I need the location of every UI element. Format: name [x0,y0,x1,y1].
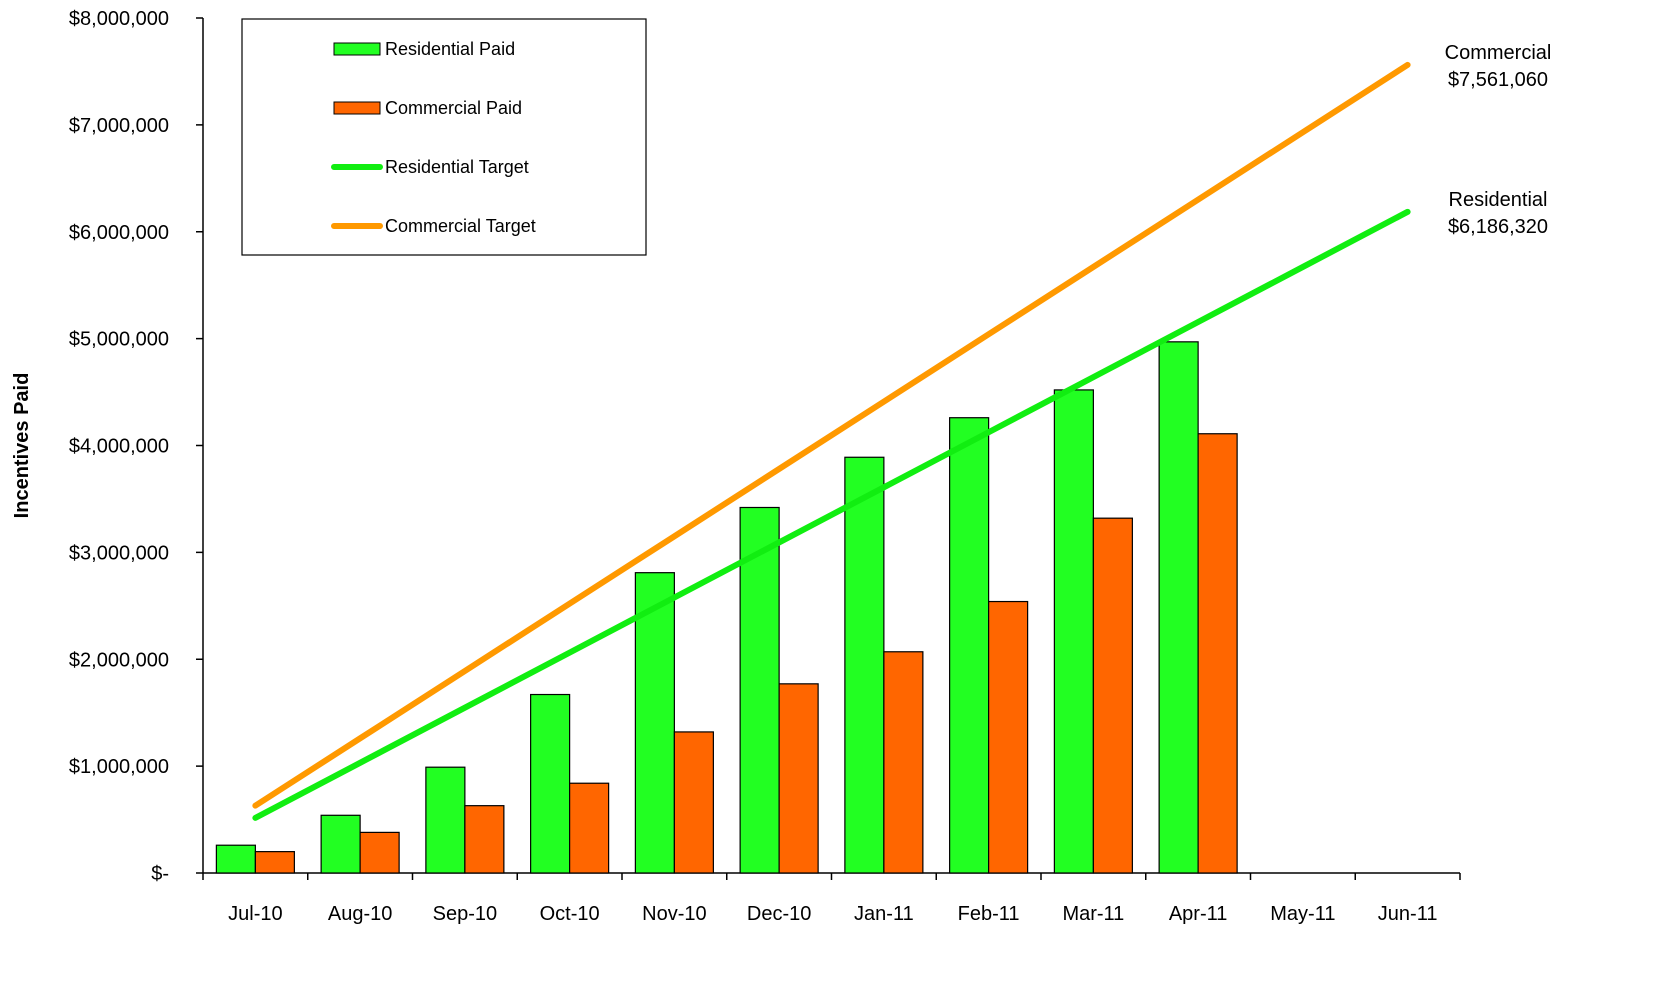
x-tick-label: Oct-10 [540,903,600,925]
y-tick-label: $4,000,000 [69,436,169,458]
legend-box [241,18,647,256]
residential-paid-bar [739,506,780,874]
x-tick-label: Nov-10 [642,903,706,925]
commercial-target-legend-label: Commercial Target [385,216,536,236]
residential-paid-legend-swatch [333,42,381,56]
residential-paid-bar [215,844,256,874]
x-axis: Jul-10 Aug-10 Sep-10 Oct-10 Nov-10 Dec-10 Jan-… [202,872,1461,925]
y-tick-label: $5,000,000 [69,329,169,351]
x-tick-label: Sep-10 [433,903,498,925]
commercial-paid-bar [254,851,295,874]
residential-target-line [252,208,1411,821]
residential-paid-bar [530,693,571,874]
y-tick-label: $- [151,863,169,885]
commercial-paid-legend-swatch [333,101,381,115]
x-tick-label: Jun-11 [1378,903,1438,925]
x-tick-label: Jan-11 [854,903,914,925]
x-tick-label: Dec-10 [747,903,811,925]
x-tick-label: Aug-10 [328,903,393,925]
residential-paid-bar [634,572,675,874]
commercial-target-line [252,61,1411,809]
y-tick-label: $1,000,000 [69,756,169,778]
commercial-paid-bar [464,805,505,874]
residential-paid-bar [949,417,990,874]
x-tick-label: May-11 [1270,903,1335,925]
end-annotations: Commercial $7,561,060 Residential $6,186,32… [1445,42,1552,238]
residential-target-end-label: Residential [1449,189,1548,211]
residential-paid-bar [425,766,466,874]
residential-paid-bar [844,456,885,874]
commercial-paid-bar [359,831,400,874]
y-tick-label: $8,000,000 [69,8,169,30]
commercial-paid-bar [673,731,714,874]
y-axis: $- $1,000,000 $2,000,000 $3,000,000 $4,000,0… [69,8,204,885]
commercial-paid-bar [778,683,819,874]
commercial-target-end-label: $7,561,060 [1448,69,1548,91]
residential-target-legend-label: Residential Target [385,157,529,177]
x-tick-label: Feb-11 [958,903,1020,925]
commercial-paid-bar [988,600,1029,874]
commercial-paid-bar [883,651,924,874]
residential-paid-bar [320,814,361,874]
y-tick-label: $6,000,000 [69,222,169,244]
legend: Residential Paid Commercial Paid Residenti… [241,18,647,256]
commercial-target-end-label: Commercial [1445,42,1552,64]
commercial-paid-bar [1197,433,1238,874]
x-tick-label: Jul-10 [228,903,282,925]
commercial-paid-legend-label: Commercial Paid [385,98,522,118]
commercial-paid-bar [569,782,610,874]
x-tick-label: Apr-11 [1169,903,1228,925]
residential-paid-legend-label: Residential Paid [385,39,515,59]
commercial-paid-bar [1092,517,1133,874]
x-tick-label: Mar-11 [1062,903,1124,925]
target-lines [252,61,1411,821]
y-axis-title: Incentives Paid [11,373,33,519]
y-tick-label: $2,000,000 [69,649,169,671]
bars [215,341,1238,874]
residential-paid-bar [1053,389,1094,874]
y-tick-label: $3,000,000 [69,542,169,564]
y-tick-label: $7,000,000 [69,115,169,137]
residential-target-end-label: $6,186,320 [1448,216,1548,238]
residential-paid-bar [1158,341,1199,874]
